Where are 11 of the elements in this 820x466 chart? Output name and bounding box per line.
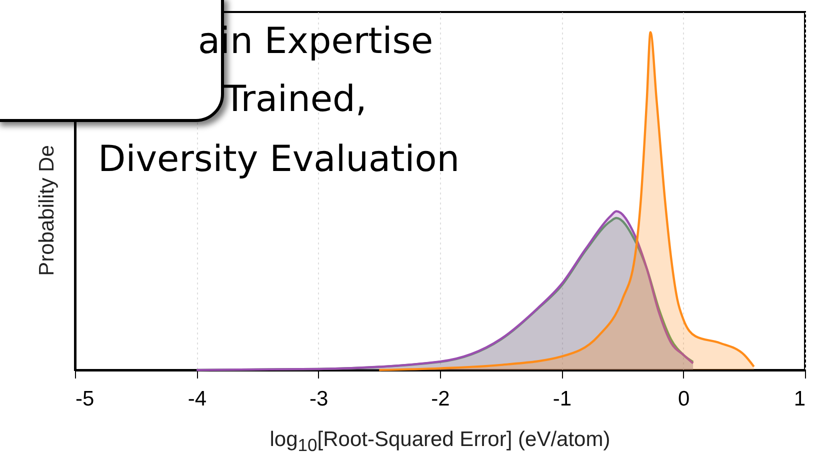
x-axis-title: log$_{10}$[Root-Squared Error] (eV/atom) [268, 428, 612, 456]
x-tick-label: -4 [188, 388, 207, 410]
x-tick-label: -5 [76, 388, 94, 410]
x-tick-label: -2 [431, 388, 450, 410]
x-tick-label: 0 [678, 388, 690, 410]
x-tick-label: -1 [552, 388, 572, 410]
y-axis-title: Probability De [36, 145, 58, 276]
x-tick-label: -3 [309, 388, 328, 410]
annotation: Trained, [224, 79, 367, 120]
annotation: Diversity Evaluation [98, 139, 460, 180]
x-tick-label: 1 [794, 388, 806, 410]
